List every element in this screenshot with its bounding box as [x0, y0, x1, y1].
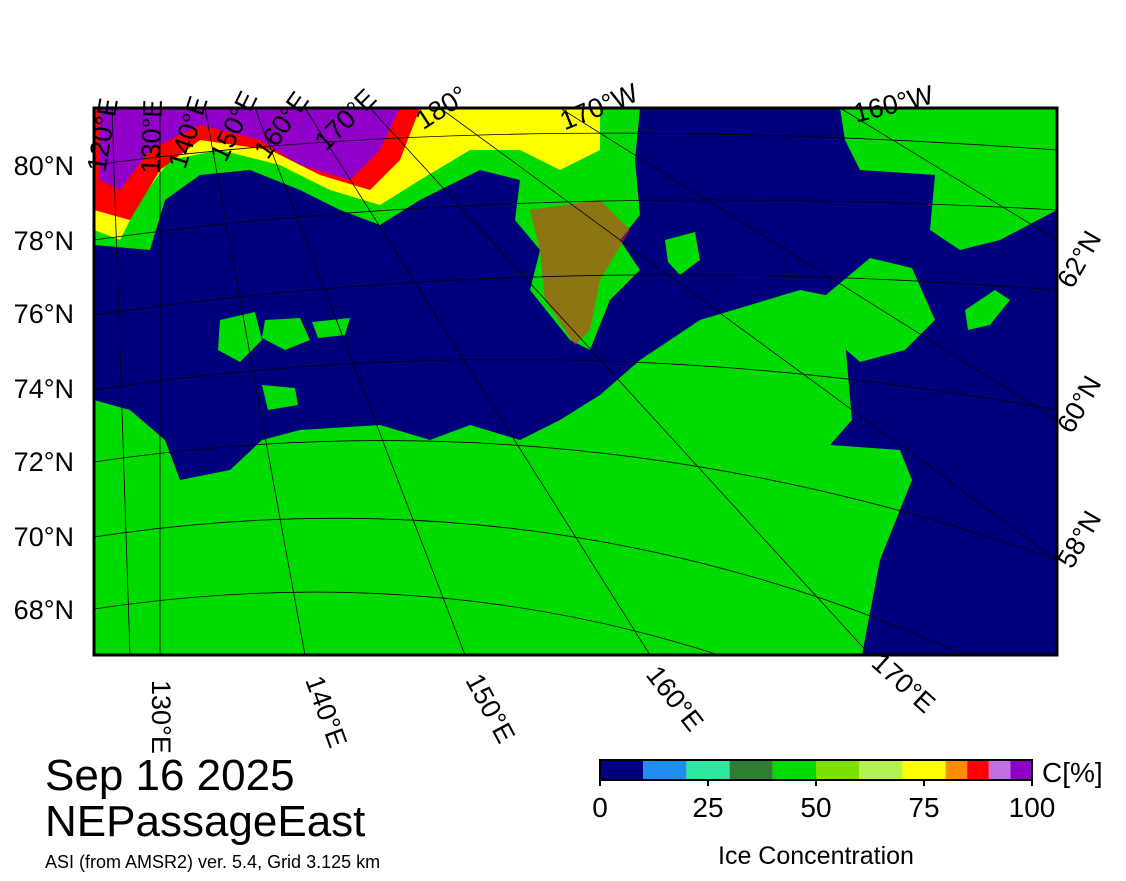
- left-label: 80°N: [14, 151, 74, 181]
- land: [262, 385, 298, 410]
- land: [965, 290, 1010, 330]
- colorbar-segment: [1010, 760, 1032, 780]
- land: [218, 312, 262, 362]
- map: [94, 108, 1057, 655]
- bottom-label: 130°E: [146, 680, 176, 754]
- colorbar-segment: [859, 760, 903, 780]
- graticule: [94, 108, 1057, 655]
- map-frame: [92, 106, 1059, 657]
- left-label: 72°N: [14, 447, 74, 477]
- colorbar-segment: [686, 760, 730, 780]
- colorbar-segment: [729, 760, 773, 780]
- ice-pack: [100, 108, 400, 190]
- left-label: 78°N: [14, 226, 74, 256]
- region-name: NEPassageEast: [45, 797, 365, 846]
- date: Sep 16 2025: [45, 751, 295, 800]
- right-label: 62°N: [1051, 226, 1107, 293]
- left-label: 76°N: [14, 299, 74, 329]
- colorbar-segment: [967, 760, 989, 780]
- left-label: 70°N: [14, 522, 74, 552]
- left-label: 68°N: [14, 595, 74, 625]
- colorbar-segment: [772, 760, 816, 780]
- colorbar-unit: C[%]: [1042, 757, 1103, 788]
- land: [820, 258, 935, 362]
- bottom-label: 140°E: [299, 672, 352, 752]
- colorbar-segment: [643, 760, 687, 780]
- colorbar-label: Ice Concentration: [718, 842, 914, 870]
- ice-pack: [94, 108, 640, 350]
- colorbar-tick-label: 25: [692, 792, 723, 823]
- land: [840, 108, 1057, 250]
- right-label: 60°N: [1051, 371, 1107, 438]
- colorbar: 0 25 50 75 100 C[%] Ice Concentration: [592, 757, 1102, 870]
- colorbar-segment: [902, 760, 946, 780]
- colorbar-segment: [816, 760, 860, 780]
- colorbar-segment: [988, 760, 1011, 780]
- land: [312, 318, 350, 338]
- land: [665, 232, 700, 275]
- top-label: 130°E: [135, 99, 168, 174]
- colorbar-segment: [945, 760, 968, 780]
- bottom-label: 170°E: [866, 647, 941, 719]
- bottom-label: 150°E: [460, 669, 521, 748]
- colorbar-tick-label: 0: [592, 792, 608, 823]
- colorbar-tick-label: 75: [908, 792, 939, 823]
- credit: ASI (from AMSR2) ver. 5.4, Grid 3.125 km: [45, 852, 380, 872]
- land: [262, 318, 310, 350]
- colorbar-tick-label: 50: [800, 792, 831, 823]
- land: [94, 290, 912, 655]
- bottom-label: 160°E: [640, 660, 709, 737]
- right-label: 58°N: [1051, 506, 1107, 573]
- colorbar-tick-label: 100: [1009, 792, 1056, 823]
- ice-pack: [530, 200, 630, 345]
- left-label: 74°N: [14, 374, 74, 404]
- colorbar-segment: [600, 760, 644, 780]
